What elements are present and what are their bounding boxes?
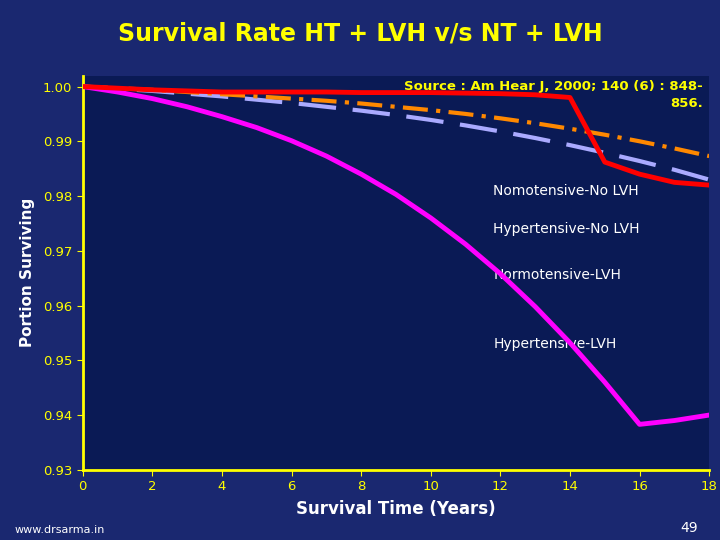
Y-axis label: Portion Surviving: Portion Surviving: [19, 198, 35, 347]
X-axis label: Survival Time (Years): Survival Time (Years): [296, 500, 496, 518]
Text: www.drsarma.in: www.drsarma.in: [14, 524, 105, 535]
Text: 49: 49: [681, 521, 698, 535]
Text: Hypertensive-LVH: Hypertensive-LVH: [493, 337, 617, 351]
Text: Normotensive-LVH: Normotensive-LVH: [493, 268, 621, 282]
Text: Survival Rate HT + LVH v/s NT + LVH: Survival Rate HT + LVH v/s NT + LVH: [117, 22, 603, 46]
Text: Nomotensive-No LVH: Nomotensive-No LVH: [493, 184, 639, 198]
Text: Hypertensive-No LVH: Hypertensive-No LVH: [493, 222, 640, 236]
Text: Source : Am Hear J, 2000; 140 (6) : 848-
856.: Source : Am Hear J, 2000; 140 (6) : 848-…: [404, 79, 703, 110]
